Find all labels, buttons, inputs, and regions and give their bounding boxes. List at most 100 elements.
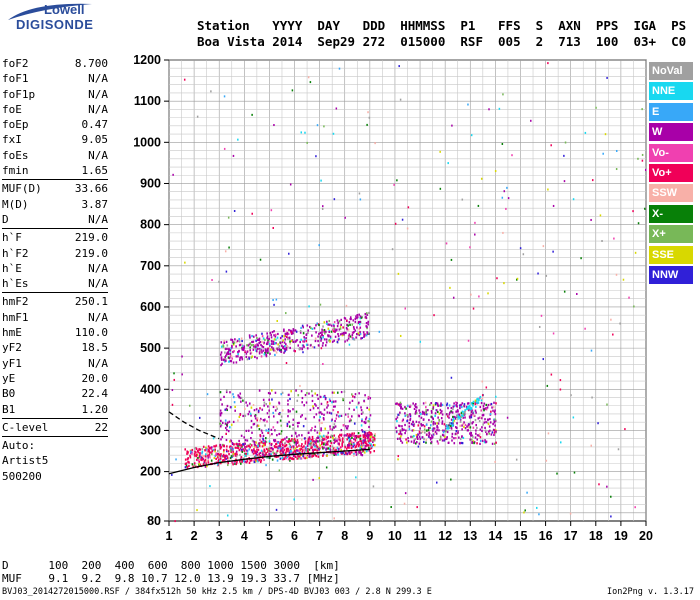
trace-point xyxy=(270,453,272,456)
trace-point xyxy=(229,359,232,363)
trace-point xyxy=(461,424,463,427)
trace-point xyxy=(429,436,432,440)
trace-point xyxy=(267,405,269,408)
trace-point xyxy=(415,433,418,437)
trace-point xyxy=(244,460,247,463)
trace-point xyxy=(357,332,360,335)
trace-point xyxy=(470,438,473,441)
trace-point xyxy=(430,409,433,413)
noise-point xyxy=(210,90,212,93)
trace-point xyxy=(303,404,305,407)
trace-point xyxy=(463,403,466,406)
noise-point xyxy=(188,404,191,407)
trace-point xyxy=(297,455,300,458)
trace-point xyxy=(360,453,362,456)
noise-point xyxy=(474,221,476,224)
trace-point xyxy=(258,352,261,355)
trace-point xyxy=(354,439,357,442)
trace-point xyxy=(251,451,254,454)
trace-point xyxy=(400,439,402,442)
trace-point xyxy=(281,448,283,451)
trace-point xyxy=(220,345,223,348)
trace-point xyxy=(274,429,276,432)
trace-point xyxy=(448,413,451,416)
trace-point xyxy=(328,411,331,414)
trace-point xyxy=(266,337,268,340)
trace-point xyxy=(348,438,351,441)
trace-point xyxy=(459,424,461,427)
trace-point xyxy=(489,412,492,416)
trace-point xyxy=(251,355,254,358)
trace-point xyxy=(317,435,319,438)
trace-point xyxy=(358,323,361,326)
trace-point xyxy=(432,406,435,409)
trace-point xyxy=(365,434,368,437)
trace-point xyxy=(363,447,366,450)
trace-point xyxy=(339,327,342,330)
trace-point xyxy=(246,439,249,442)
trace-point xyxy=(459,406,461,410)
trace-point xyxy=(366,434,369,437)
trace-point xyxy=(328,330,331,333)
trace-point xyxy=(363,420,366,424)
trace-point xyxy=(286,440,289,443)
trace-point xyxy=(347,415,350,418)
trace-point xyxy=(463,413,466,416)
noise-point xyxy=(181,373,183,376)
noise-point xyxy=(267,339,269,342)
trace-point xyxy=(423,428,426,431)
noise-point xyxy=(359,198,362,201)
noise-point xyxy=(226,514,229,517)
noise-point xyxy=(523,511,525,514)
trace-point xyxy=(259,451,261,455)
trace-point xyxy=(201,458,203,462)
trace-point xyxy=(272,340,275,343)
trace-point xyxy=(323,446,325,449)
trace-point xyxy=(303,345,305,348)
trace-point xyxy=(246,358,249,361)
trace-point xyxy=(273,338,276,341)
trace-point xyxy=(302,454,304,458)
noise-point xyxy=(227,464,229,467)
x-tick-label: 5 xyxy=(266,529,273,543)
trace-point xyxy=(359,434,362,437)
trace-point xyxy=(232,395,235,399)
trace-point xyxy=(344,317,347,320)
trace-point xyxy=(430,402,433,405)
trace-point xyxy=(194,450,196,453)
trace-point xyxy=(184,466,187,469)
trace-point xyxy=(321,435,323,438)
trace-point xyxy=(348,446,350,449)
param-row-fof2: foF2 8.700 xyxy=(2,56,108,71)
trace-point xyxy=(482,413,485,416)
param-value: N/A xyxy=(88,261,108,275)
trace-point xyxy=(262,437,264,440)
noise-point xyxy=(300,131,303,134)
trace-point xyxy=(447,425,449,428)
trace-point xyxy=(251,334,253,338)
trace-point xyxy=(419,437,422,440)
noise-point xyxy=(559,379,562,382)
noise-point xyxy=(439,187,442,190)
trace-point xyxy=(305,448,307,451)
trace-point xyxy=(285,457,288,460)
param-name: h`F xyxy=(2,231,22,245)
trace-point xyxy=(362,436,365,439)
trace-point xyxy=(274,342,276,345)
header-values: Boa Vista 2014 Sep29 272 015000 RSF 005 … xyxy=(197,33,687,49)
trace-point xyxy=(199,453,201,456)
trace-point xyxy=(321,441,323,444)
trace-point xyxy=(256,448,258,451)
trace-point xyxy=(233,341,236,344)
trace-point xyxy=(264,348,267,351)
trace-point xyxy=(323,413,325,416)
trace-point xyxy=(339,446,342,449)
trace-point xyxy=(349,316,352,319)
trace-point xyxy=(259,455,261,458)
trace-point xyxy=(367,449,369,452)
trace-point xyxy=(239,356,241,360)
trace-point xyxy=(256,450,259,454)
trace-point xyxy=(476,398,478,401)
trace-point xyxy=(307,431,310,434)
noise-point xyxy=(401,218,404,221)
